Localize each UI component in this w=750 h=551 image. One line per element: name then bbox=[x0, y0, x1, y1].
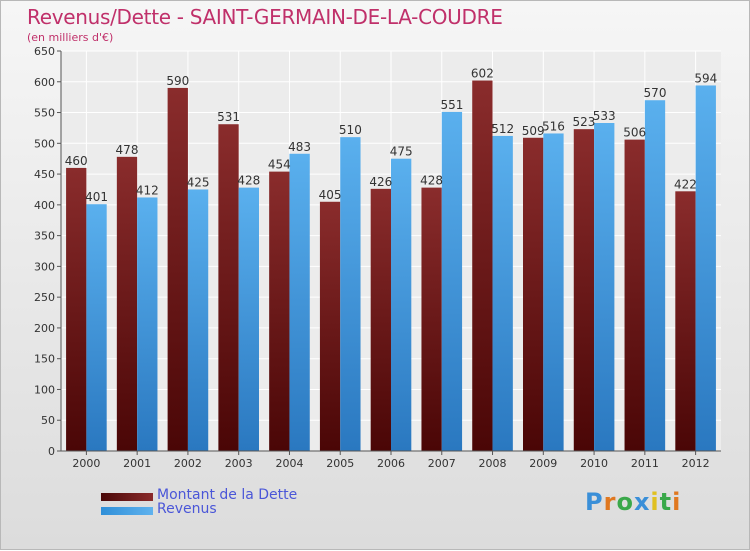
bar-debt bbox=[523, 137, 544, 451]
bar-debt bbox=[624, 139, 645, 451]
bar-revenue bbox=[695, 85, 716, 451]
x-tick-label: 2007 bbox=[428, 457, 456, 470]
y-tick-label: 150 bbox=[34, 353, 55, 366]
bar-debt bbox=[218, 124, 239, 451]
logo-letter: x bbox=[633, 488, 651, 516]
bar-revenue bbox=[340, 137, 361, 451]
data-label-revenue: 401 bbox=[85, 190, 108, 204]
x-tick-label: 2010 bbox=[580, 457, 608, 470]
bar-debt bbox=[675, 191, 696, 452]
data-label-revenue: 510 bbox=[339, 123, 362, 137]
chart-subtitle: (en milliers d'€) bbox=[27, 31, 114, 44]
x-tick-label: 2003 bbox=[225, 457, 253, 470]
data-label-revenue: 551 bbox=[440, 98, 463, 112]
bar-debt bbox=[66, 167, 87, 451]
data-label-debt: 531 bbox=[217, 110, 240, 124]
x-tick-label: 2004 bbox=[275, 457, 303, 470]
logo-letter: t bbox=[659, 488, 673, 516]
y-tick-label: 500 bbox=[34, 137, 55, 150]
legend-swatch-revenue bbox=[101, 507, 153, 515]
y-tick-label: 400 bbox=[34, 199, 55, 212]
x-tick-label: 2006 bbox=[377, 457, 405, 470]
bar-debt bbox=[269, 171, 290, 451]
bar-revenue bbox=[492, 135, 513, 451]
x-tick-label: 2005 bbox=[326, 457, 354, 470]
bar-revenue bbox=[86, 204, 107, 451]
y-tick-label: 350 bbox=[34, 230, 55, 243]
data-label-revenue: 512 bbox=[491, 122, 514, 136]
logo-letter: r bbox=[603, 488, 617, 516]
data-label-debt: 454 bbox=[268, 158, 291, 172]
bar-revenue bbox=[543, 133, 564, 451]
logo-letter: i bbox=[650, 488, 660, 516]
bar-revenue bbox=[391, 158, 412, 451]
bar-revenue bbox=[644, 100, 666, 451]
bar-revenue bbox=[594, 123, 615, 451]
data-label-revenue: 412 bbox=[136, 183, 159, 197]
bar-debt bbox=[167, 87, 188, 451]
logo-letter: o bbox=[616, 488, 634, 516]
bar-revenue bbox=[238, 187, 259, 451]
x-tick-label: 2002 bbox=[174, 457, 202, 470]
proxiti-logo: Proxiti bbox=[585, 488, 681, 516]
bar-debt bbox=[472, 80, 493, 452]
y-tick-label: 300 bbox=[34, 260, 55, 273]
x-tick-label: 2012 bbox=[682, 457, 710, 470]
bar-debt bbox=[116, 156, 138, 451]
x-tick-label: 2009 bbox=[529, 457, 557, 470]
data-label-debt: 460 bbox=[65, 154, 88, 168]
data-label-debt: 405 bbox=[319, 188, 342, 202]
x-tick-label: 2008 bbox=[479, 457, 507, 470]
y-tick-label: 200 bbox=[34, 322, 55, 335]
data-label-revenue: 533 bbox=[593, 109, 616, 123]
data-label-revenue: 483 bbox=[288, 140, 311, 154]
data-label-debt: 422 bbox=[674, 177, 697, 191]
x-tick-label: 2000 bbox=[72, 457, 100, 470]
legend-label-revenue: Revenus bbox=[157, 501, 217, 517]
y-tick-label: 50 bbox=[41, 414, 55, 427]
legend-label-debt: Montant de la Dette bbox=[157, 487, 298, 503]
logo-letter: i bbox=[672, 488, 682, 516]
data-label-debt: 428 bbox=[420, 174, 443, 188]
data-label-revenue: 516 bbox=[542, 119, 565, 133]
data-label-debt: 426 bbox=[369, 175, 392, 189]
data-label-debt: 509 bbox=[522, 124, 545, 138]
bar-revenue bbox=[137, 197, 158, 451]
data-label-revenue: 425 bbox=[187, 175, 210, 189]
y-tick-label: 100 bbox=[34, 383, 55, 396]
x-tick-label: 2001 bbox=[123, 457, 151, 470]
bar-debt bbox=[421, 187, 442, 451]
bar-debt bbox=[319, 201, 341, 451]
data-label-revenue: 594 bbox=[694, 71, 717, 85]
data-label-debt: 506 bbox=[623, 126, 646, 140]
bar-revenue bbox=[289, 153, 310, 451]
y-tick-label: 250 bbox=[34, 291, 55, 304]
legend-swatch-debt bbox=[101, 493, 153, 501]
chart-title: Revenus/Dette - SAINT-GERMAIN-DE-LA-COUD… bbox=[27, 5, 503, 29]
x-tick-label: 2011 bbox=[631, 457, 659, 470]
data-label-debt: 590 bbox=[166, 74, 189, 88]
bar-debt bbox=[370, 188, 391, 451]
y-tick-label: 600 bbox=[34, 76, 55, 89]
data-label-debt: 523 bbox=[572, 115, 595, 129]
y-tick-label: 550 bbox=[34, 107, 55, 120]
bar-debt bbox=[573, 129, 595, 451]
data-label-revenue: 570 bbox=[644, 86, 667, 100]
bar-revenue bbox=[441, 111, 463, 451]
data-label-revenue: 428 bbox=[237, 174, 260, 188]
bar-revenue bbox=[187, 189, 209, 451]
data-label-revenue: 475 bbox=[390, 145, 413, 159]
data-label-debt: 478 bbox=[116, 143, 139, 157]
y-tick-label: 450 bbox=[34, 168, 55, 181]
y-tick-label: 650 bbox=[34, 45, 55, 58]
data-label-debt: 602 bbox=[471, 67, 494, 81]
y-tick-label: 0 bbox=[48, 445, 55, 458]
logo-letter: P bbox=[585, 488, 604, 516]
